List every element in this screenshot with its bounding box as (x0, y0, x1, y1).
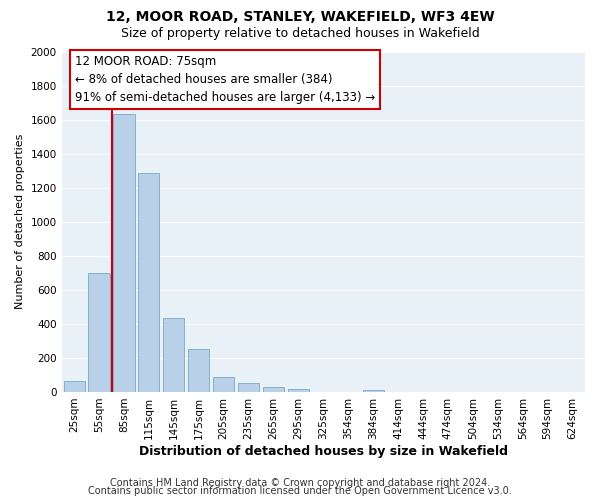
Bar (238, 383, 259, 392)
Bar (113, 114, 134, 392)
Text: Size of property relative to detached houses in Wakefield: Size of property relative to detached ho… (121, 28, 479, 40)
Text: 12 MOOR ROAD: 75sqm
← 8% of detached houses are smaller (384)
91% of semi-detach: 12 MOOR ROAD: 75sqm ← 8% of detached hou… (75, 55, 375, 104)
Bar (362, 390, 384, 392)
Bar (188, 348, 209, 392)
Text: 12, MOOR ROAD, STANLEY, WAKEFIELD, WF3 4EW: 12, MOOR ROAD, STANLEY, WAKEFIELD, WF3 4… (106, 10, 494, 24)
Bar (88, 273, 110, 392)
Bar (64, 381, 85, 392)
Bar (288, 388, 309, 392)
Bar (138, 173, 160, 392)
Text: Contains public sector information licensed under the Open Government Licence v3: Contains public sector information licen… (88, 486, 512, 496)
Text: Contains HM Land Registry data © Crown copyright and database right 2024.: Contains HM Land Registry data © Crown c… (110, 478, 490, 488)
X-axis label: Distribution of detached houses by size in Wakefield: Distribution of detached houses by size … (139, 444, 508, 458)
Bar (213, 376, 234, 392)
Bar (163, 318, 184, 392)
Bar (263, 387, 284, 392)
Y-axis label: Number of detached properties: Number of detached properties (15, 134, 25, 310)
